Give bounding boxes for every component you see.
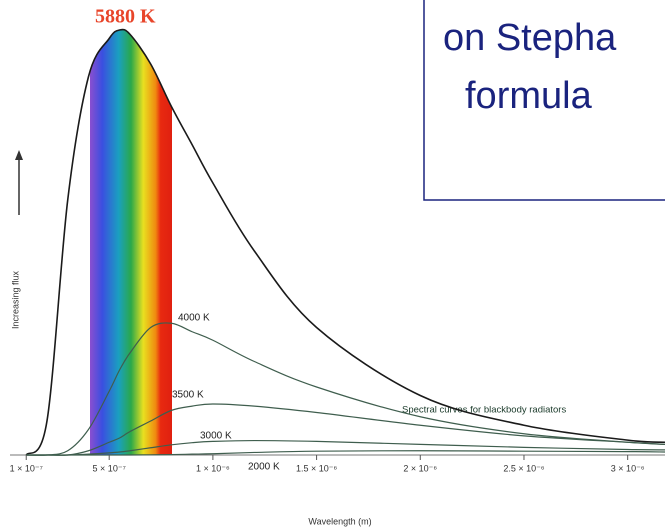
overlay-line: on Stepha	[443, 17, 617, 59]
x-tick-label: 1 × 10⁻⁷	[10, 463, 43, 473]
chart: Increasing flux Wavelength (m) Spectral …	[0, 0, 665, 532]
series-label: 3000 K	[200, 431, 232, 442]
series-label: 4000 K	[178, 313, 210, 324]
y-axis-title: Increasing flux	[10, 270, 20, 329]
x-tick-label: 3 × 10⁻⁶	[611, 463, 645, 473]
visible-spectrum	[90, 0, 172, 455]
series-label: 5880 K	[95, 6, 156, 28]
x-tick-label: 1 × 10⁻⁶	[196, 463, 230, 473]
x-tick-label: 1.5 × 10⁻⁶	[296, 463, 338, 473]
x-tick-label: 5 × 10⁻⁷	[93, 463, 126, 473]
overlay-line: formula	[465, 75, 593, 117]
x-axis-title: Wavelength (m)	[308, 516, 371, 526]
y-arrow-head	[15, 150, 23, 160]
series-label: 3500 K	[172, 390, 204, 401]
series-label: 2000 K	[248, 462, 280, 473]
annotation: Spectral curves for blackbody radiators	[402, 405, 566, 416]
x-tick-label: 2.5 × 10⁻⁶	[503, 463, 545, 473]
x-tick-label: 2 × 10⁻⁶	[403, 463, 437, 473]
